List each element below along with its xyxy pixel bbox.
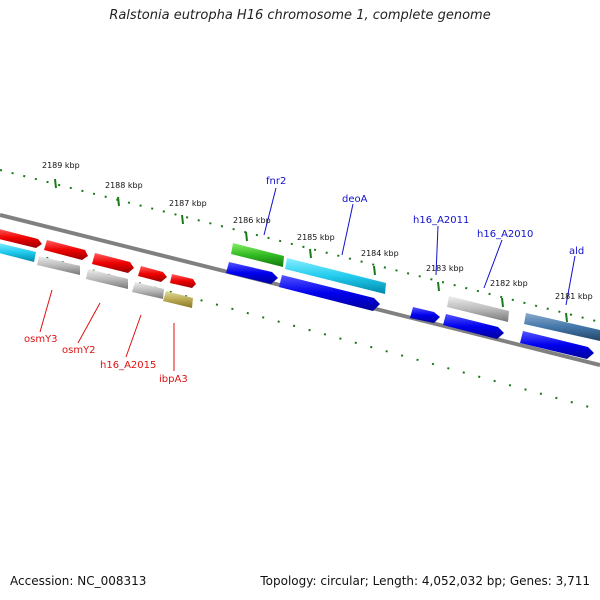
gene-feature[interactable] [231,243,284,267]
gene-feature[interactable] [92,253,134,273]
scale-track-upper [0,169,600,323]
scale-tick-label: 2189 kbp [42,161,80,170]
gene-feature[interactable] [524,313,600,341]
gene-feature[interactable] [447,296,509,322]
scale-tick-label: 2182 kbp [490,279,528,288]
gene-label-osmY3[interactable]: osmY3 [24,334,58,345]
gene-label-osmY2[interactable]: osmY2 [62,345,96,356]
gene-label-fnr2[interactable]: fnr2 [266,176,286,187]
gene-feature[interactable] [520,331,594,359]
gene-feature[interactable] [44,240,88,260]
gene-feature[interactable] [0,228,42,248]
gene-feature[interactable] [279,275,380,311]
gene-feature[interactable] [86,269,128,289]
gene-feature[interactable] [410,307,440,323]
gene-feature[interactable] [285,258,386,294]
gene-label-ald[interactable]: ald [569,246,584,257]
scale-tick-label: 2181 kbp [555,292,593,301]
gene-label-leader [341,203,354,256]
accession-text: Accession: NC_008313 [10,574,147,588]
gene-label-h16-a2015[interactable]: h16_A2015 [100,360,156,371]
gene-feature[interactable] [163,291,193,308]
map-title: Ralstonia eutropha H16 chromosome 1, com… [109,8,491,23]
gene-label-leader [483,239,503,289]
gene-label-leader [435,225,439,276]
scale-tick-label: 2186 kbp [233,216,271,225]
gene-label-h16-a2010[interactable]: h16_A2010 [477,229,533,240]
scale-tick-label: 2185 kbp [297,233,335,242]
scale-tick-label: 2184 kbp [361,249,399,258]
gene-label-leader [39,289,53,333]
gene-feature[interactable] [37,256,80,275]
gene-label-ibpA3[interactable]: ibpA3 [159,374,188,385]
scale-tick-label: 2188 kbp [105,181,143,190]
gene-label-deoA[interactable]: deoA [342,194,368,205]
gene-feature[interactable] [170,274,196,288]
gene-feature[interactable] [132,282,164,299]
gene-feature[interactable] [226,262,278,284]
gene-label-leader [77,302,101,344]
gene-label-h16-a2011[interactable]: h16_A2011 [413,215,469,226]
scale-tick-label: 2187 kbp [169,199,207,208]
gene-feature[interactable] [0,242,36,262]
genome-summary-text: Topology: circular; Length: 4,052,032 bp… [260,574,590,588]
scale-tick-label: 2183 kbp [426,264,464,273]
gene-label-leader [125,314,142,358]
gene-label-leader [565,255,576,306]
gene-feature[interactable] [138,266,167,282]
gene-label-leader [263,187,277,236]
gene-feature[interactable] [443,314,504,339]
scale-major-ticks [54,178,568,323]
